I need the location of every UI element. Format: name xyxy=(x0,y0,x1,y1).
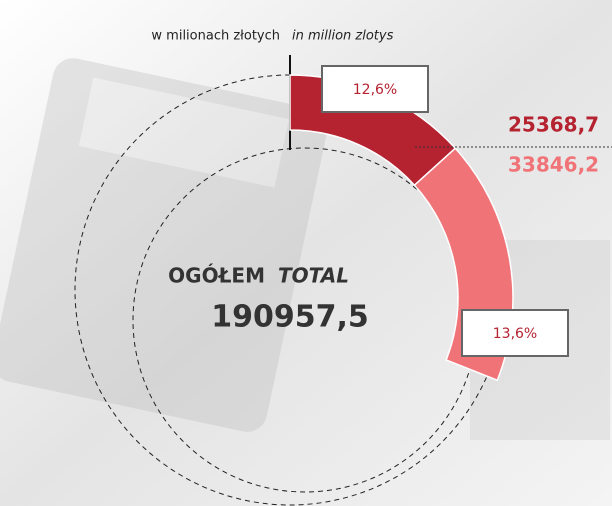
center-label-italic: TOTAL xyxy=(278,264,349,288)
center-label: OGÓŁEM xyxy=(168,264,265,288)
total: 190957,5 xyxy=(211,300,369,335)
value-label: 33846,2 xyxy=(508,153,599,177)
value-label: 25368,7 xyxy=(508,113,599,137)
share-box xyxy=(321,65,429,113)
title: w milionach złotych xyxy=(151,29,280,44)
share-label: 12,6% xyxy=(353,82,397,98)
share-box xyxy=(461,309,569,357)
share-label: 13,6% xyxy=(493,326,537,342)
subtitle: in million zlotys xyxy=(292,29,394,44)
